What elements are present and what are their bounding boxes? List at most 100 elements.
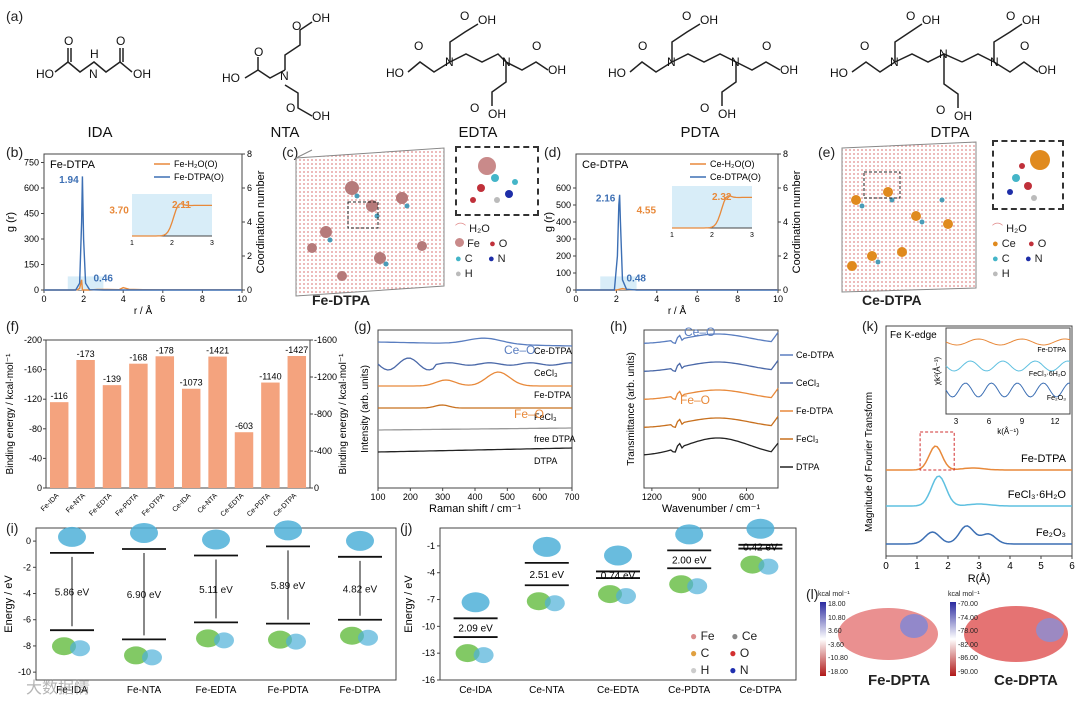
gap-label: 0.74 eV <box>601 571 636 582</box>
y2-tick-label: 0 <box>314 483 319 493</box>
x-tick-label: 300 <box>435 492 450 502</box>
category-label: Fe-IDA <box>40 492 61 513</box>
y2-tick-label: 4 <box>247 217 252 227</box>
edta-atom-8: O <box>470 101 479 115</box>
panel-label-j: (j) <box>400 520 413 536</box>
legend-c-label-4: N <box>497 253 506 265</box>
nta-atom-6: OH <box>312 109 330 123</box>
homo-orbital <box>740 555 765 574</box>
y-tick-label: 450 <box>24 209 39 219</box>
x-tick-label: 4 <box>121 294 126 304</box>
inset-tick: 12 <box>1051 417 1060 426</box>
series-line-5 <box>377 447 573 453</box>
homo-orbital-2 <box>473 647 494 664</box>
y2-tick-label: 8 <box>247 149 252 159</box>
inset-peak-label: 2.11 <box>172 200 191 211</box>
homo-orbital-2 <box>142 649 162 666</box>
bar-value-label: -1427 <box>285 345 308 355</box>
x-tick-label: 6 <box>695 294 700 304</box>
lumo-orbital <box>675 524 704 545</box>
edta-atom-9: OH <box>488 107 506 121</box>
category-label: Ce-IDA <box>171 492 192 513</box>
panel-label-k: (k) <box>862 318 879 334</box>
category-label: Ce-PDTA <box>246 492 272 516</box>
md-snapshot-ce <box>832 140 982 296</box>
legend-j-2: C <box>700 646 710 660</box>
dtpa-atom-9: OH <box>1038 63 1056 77</box>
mol-name-ida: IDA <box>87 124 112 141</box>
legend-j-1: Ce <box>741 629 758 643</box>
watermark: 大数据情 <box>26 680 91 697</box>
x-tick-label: 6 <box>160 294 165 304</box>
series-label-3: FeCl₃ <box>796 434 819 444</box>
homo-orbital-2 <box>616 588 636 605</box>
lumo-orbital <box>532 536 561 557</box>
category-label: Ce-PDTA <box>668 685 710 696</box>
category-label: Fe-EDTA <box>88 492 113 516</box>
y-axis-label: Magnitude of Fourier Transform <box>864 392 875 532</box>
legend-label-0: Ce-H₂O(O) <box>710 159 755 169</box>
y-tick-label: 300 <box>24 234 39 244</box>
y-tick-label: -6 <box>23 615 31 625</box>
legend-j-3: O <box>739 646 750 660</box>
tick-ce-5: -90.00 <box>958 668 978 676</box>
nta-atom-4: N <box>280 69 289 83</box>
bar <box>261 382 280 488</box>
nta-arm2 <box>244 69 286 79</box>
x-tick-label: 0 <box>41 294 46 304</box>
category-label: Ce-NTA <box>529 685 565 696</box>
y-axis-label: Binding energy / kcal·mol⁻¹ <box>5 353 16 475</box>
series-line-4 <box>643 437 779 456</box>
series-line-1 <box>377 357 573 371</box>
bar <box>76 359 95 488</box>
ft-series-0 <box>886 445 1072 471</box>
x-tick-label: 2 <box>81 294 86 304</box>
pdta-atom-8: O <box>700 101 709 115</box>
ticks-ce: -70.00 -74.00 -78.00 -82.00 -86.00 -90.0… <box>958 598 978 679</box>
panel-label-i: (i) <box>6 520 19 536</box>
dtpa-atom-5: HO <box>830 66 848 80</box>
y2-tick-label: -1200 <box>314 372 337 382</box>
tick-fe-2: 3.60 <box>828 628 842 635</box>
x-tick-label: 10 <box>237 294 247 304</box>
legend-label-1: Ce-DTPA(O) <box>710 172 761 182</box>
inset-peak-label: 2.32 <box>712 192 732 203</box>
x-axis-label: r / Å <box>134 304 153 317</box>
ida-atom-0: HO <box>36 67 54 81</box>
dtpa-atom-8: N <box>990 55 999 69</box>
series-line-2 <box>643 388 779 401</box>
ida-atom-3: OH <box>133 67 151 81</box>
dtpa-atom-10: O <box>1020 39 1029 53</box>
chart-j: -1 -4 -7 -10 -13 -16 Energy / eV 2.09 eV Ce-IDA 2… <box>403 518 797 696</box>
pdta-atom-9: OH <box>718 107 736 121</box>
y2-tick-label: -400 <box>314 446 332 456</box>
ida-atom-1: O <box>64 34 73 48</box>
inset-curve <box>132 203 212 237</box>
unit-ce: kcal mol⁻¹ <box>948 591 980 598</box>
md-title-fe: Fe-DTPA <box>312 292 371 308</box>
homo-orbital-2 <box>286 633 306 650</box>
ft-label-0: Fe-DTPA <box>1021 453 1067 465</box>
bar <box>129 363 148 488</box>
nta-arm3 <box>284 84 313 117</box>
bar-value-label: -1073 <box>180 378 203 388</box>
band-annotation-1: Fe–O <box>514 407 544 421</box>
chart-label: Fe-DTPA <box>50 159 96 171</box>
inset-curve <box>672 195 752 229</box>
inset-tick: 6 <box>987 417 992 426</box>
cn-annotation: 4.55 <box>637 206 657 217</box>
x-tick-label: 0 <box>573 294 578 304</box>
series-label-3: FeCl₃ <box>534 412 557 422</box>
y-axis-label: Energy / eV <box>403 575 415 633</box>
homo-orbital <box>124 646 148 665</box>
pdta-atom-4: N <box>667 55 676 69</box>
y2-tick-label: -800 <box>314 409 332 419</box>
inset-bg <box>672 186 752 228</box>
lumo-orbital <box>461 592 490 613</box>
inset-tick: 3 <box>210 240 214 247</box>
edta-atom-7: O <box>532 39 541 53</box>
gap-label: 2.00 eV <box>672 555 707 566</box>
legend-e-label-0: H₂O <box>1006 223 1027 235</box>
x-tick-label: 400 <box>467 492 482 502</box>
